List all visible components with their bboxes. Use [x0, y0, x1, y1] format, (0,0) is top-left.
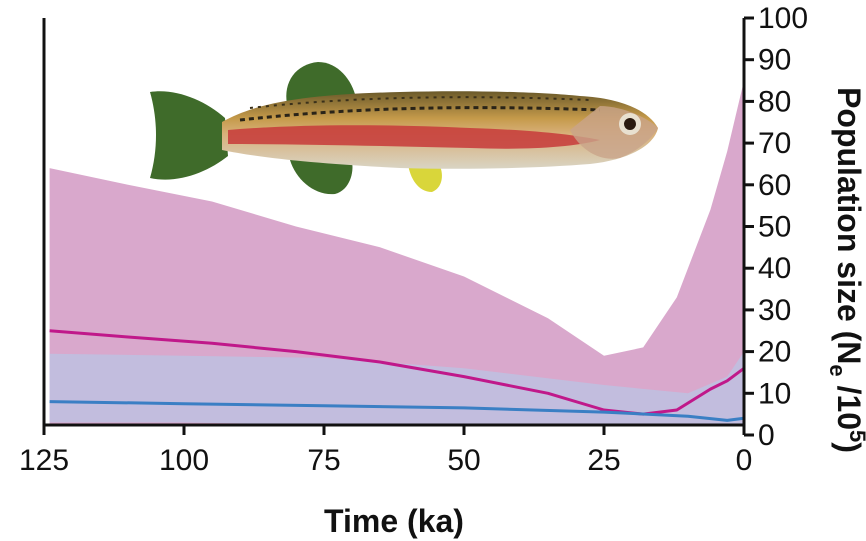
x-tick-label: 75: [307, 444, 340, 477]
x-tick-label: 100: [159, 444, 209, 477]
y-tick-label: 50: [758, 211, 791, 244]
y-tick-label: 10: [758, 377, 791, 410]
y-tick-label: 70: [758, 127, 791, 160]
series-1-mean-line: [49, 329, 744, 416]
y-axis-title: Population size (Ne /105): [825, 87, 866, 453]
y-axis-title-mid: /10: [831, 377, 866, 430]
series-1-confidence-band: [49, 80, 744, 425]
y-axis-title-main: Population size (N: [831, 87, 866, 364]
y-axis-title-superscript: 5: [845, 430, 866, 442]
y-tick-label: 40: [758, 252, 791, 285]
plot-area: [49, 80, 744, 425]
y-tick-label: 0: [758, 419, 775, 452]
x-tick-label: 125: [19, 444, 69, 477]
y-tick-label: 100: [758, 2, 808, 35]
y-tick-label: 80: [758, 85, 791, 118]
series-2-confidence-band: [49, 351, 744, 425]
y-axis-title-close: ): [831, 442, 866, 453]
axes-frame: [42, 18, 746, 427]
y-tick-label: 90: [758, 44, 791, 77]
series-2-mean-line: [49, 400, 744, 422]
y-axis-ticks: 0 10 20 30 40 50 60 70 80 90 100: [744, 2, 808, 452]
x-axis-ticks: 125 100 75 50 25 0: [19, 425, 752, 477]
x-tick-label: 50: [447, 444, 480, 477]
y-tick-label: 60: [758, 169, 791, 202]
y-tick-label: 20: [758, 336, 791, 369]
y-axis-title-subscript: e: [825, 364, 850, 376]
x-tick-label: 25: [587, 444, 620, 477]
x-tick-label: 0: [736, 444, 753, 477]
y-tick-label: 30: [758, 294, 791, 327]
fish-photo: [150, 62, 658, 195]
x-axis-title: Time (ka): [324, 503, 464, 539]
